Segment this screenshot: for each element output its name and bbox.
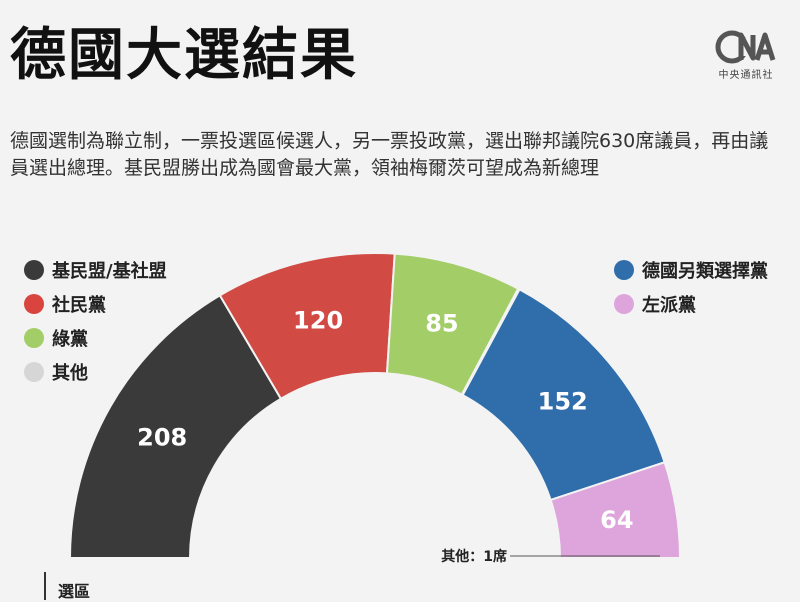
legend-item: 其他 — [24, 355, 167, 389]
legend-item: 基民盟/基社盟 — [24, 253, 167, 287]
legend-item: 左派黨 — [614, 287, 768, 321]
legend-swatch — [24, 294, 44, 314]
legend-item: 社民黨 — [24, 287, 167, 321]
legend-item: 德國另類選擇黨 — [614, 253, 768, 287]
slice-value-label: 120 — [293, 307, 343, 335]
cna-logo: 中央通訊社 — [714, 30, 778, 81]
legend-label: 左派黨 — [642, 295, 696, 316]
legend-item: 綠黨 — [24, 321, 167, 355]
legend-label: 社民黨 — [52, 295, 106, 316]
district-label: 選區 — [58, 582, 91, 601]
slice-5 — [549, 461, 682, 559]
slice-value-label: 64 — [600, 506, 633, 534]
legend-left: 基民盟/基社盟 社民黨綠黨其他 — [24, 253, 167, 389]
cna-logo-text: 中央通訊社 — [718, 70, 774, 81]
other-annotation: 其他：1席 — [441, 548, 507, 565]
cna-logo-mark — [715, 30, 776, 64]
slice-value-label: 208 — [137, 424, 187, 452]
district-marker — [44, 572, 46, 600]
page-title: 德國大選結果 — [10, 23, 358, 88]
legend-label: 其他 — [52, 363, 88, 384]
page-subtitle: 德國選制為聯立制，一票投選區候選人，另一票投政黨，選出聯邦議院630席議員，再由… — [10, 130, 769, 179]
legend-swatch — [614, 294, 634, 314]
legend-swatch — [24, 362, 44, 382]
legend-swatch — [24, 260, 44, 280]
slice-value-label: 85 — [425, 309, 458, 337]
legend-right: 德國另類選擇黨 左派黨 — [614, 253, 768, 321]
legend-label: 綠黨 — [52, 329, 88, 350]
slice-0 — [68, 294, 283, 559]
legend-label: 基民盟/基社盟 — [52, 261, 167, 282]
legend-swatch — [24, 328, 44, 348]
legend-label: 德國另類選擇黨 — [642, 261, 768, 282]
slice-value-label: 152 — [538, 388, 588, 416]
legend-swatch — [614, 260, 634, 280]
